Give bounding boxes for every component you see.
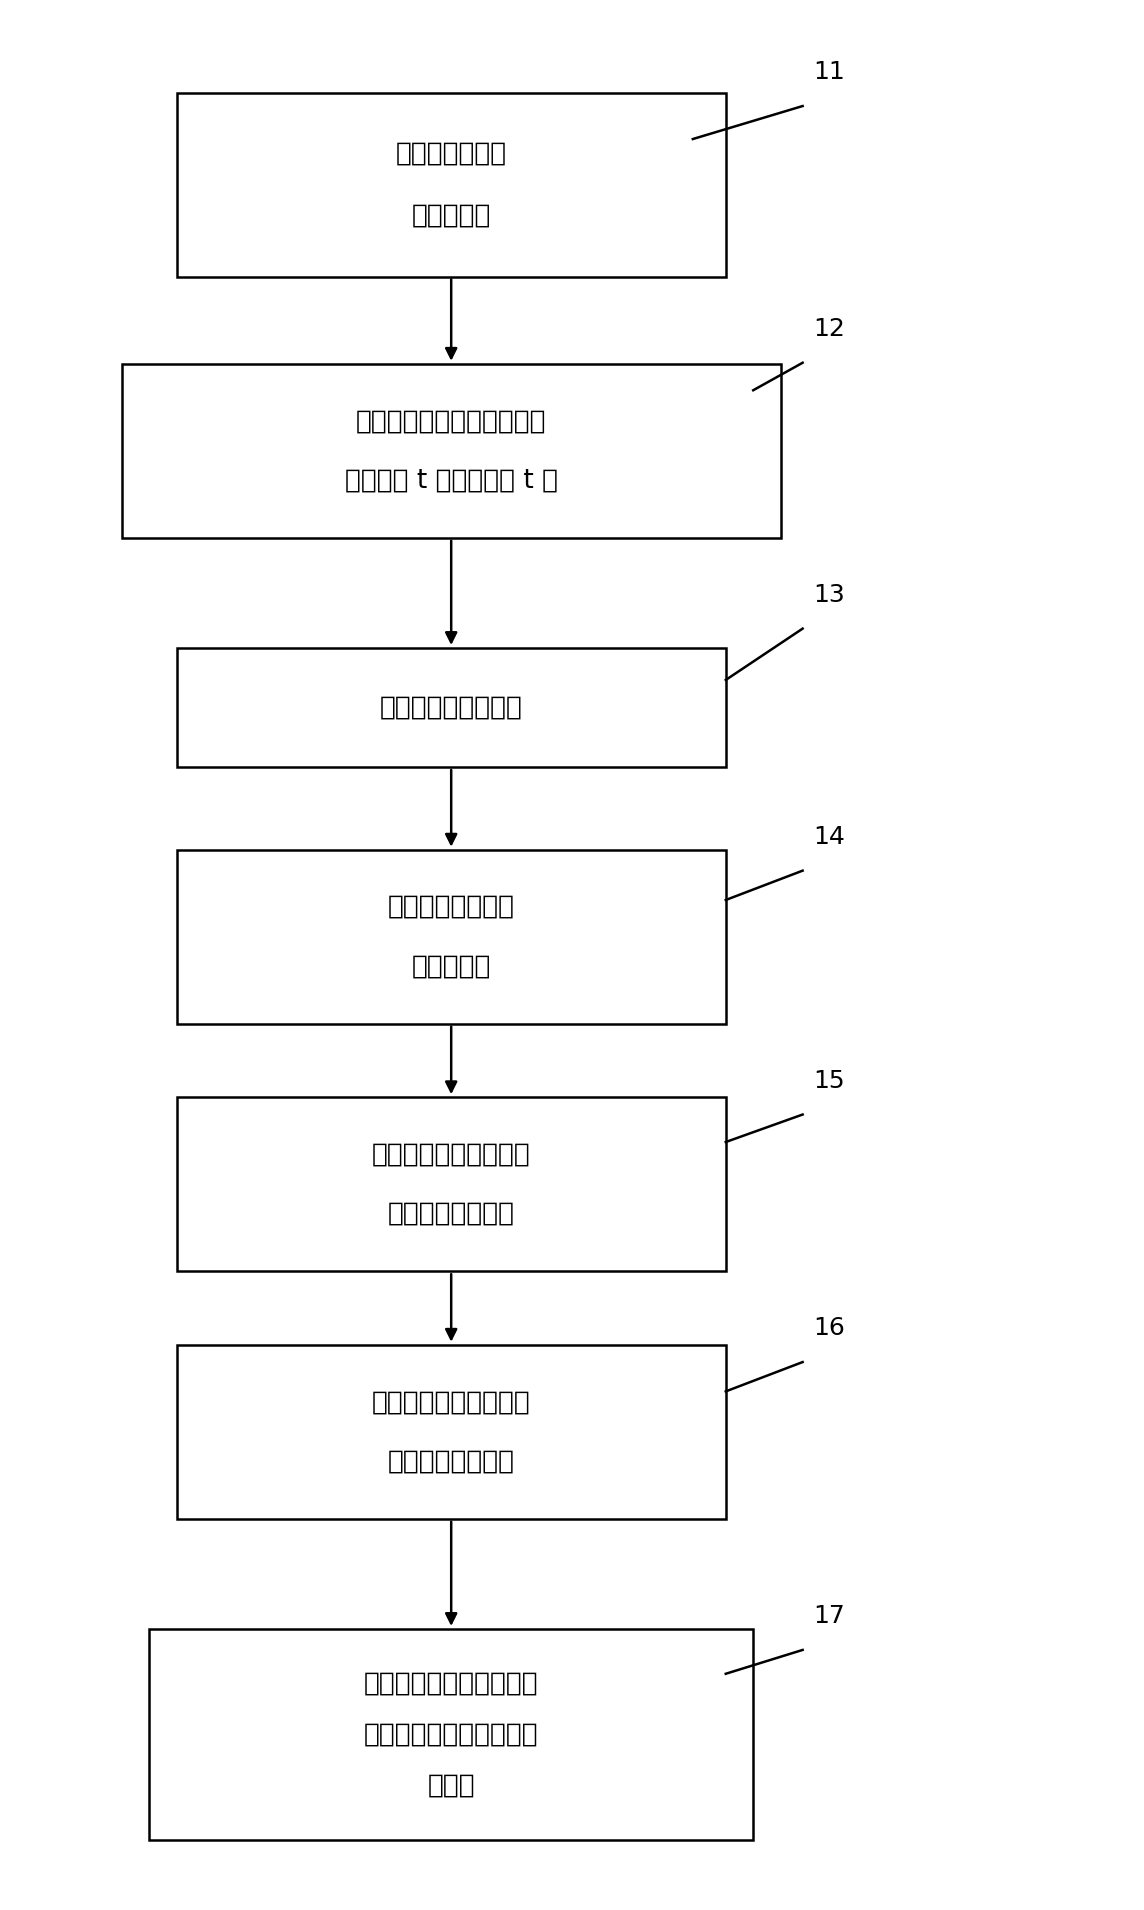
Text: 15: 15 [813,1068,845,1093]
Bar [176,850,725,1024]
Bar [176,1096,725,1272]
Text: 17: 17 [813,1604,845,1627]
Text: 基因表达值的奇: 基因表达值的奇 [396,141,507,166]
Bar [176,94,725,277]
Text: 的分布: 的分布 [428,1772,475,1799]
Text: 13: 13 [813,583,845,607]
Text: 计算在零假设下基因集合: 计算在零假设下基因集合 [364,1669,539,1696]
Text: 14: 14 [813,825,845,848]
Text: 11: 11 [813,59,845,84]
Text: 献率和下调贡献率: 献率和下调贡献率 [388,1448,515,1475]
Text: 异值的剔除: 异值的剔除 [412,202,491,229]
Text: 将数据作归一化处理: 将数据作归一化处理 [380,695,523,720]
Text: 计算每个基因的上调贡: 计算每个基因的上调贡 [372,1142,531,1167]
Bar [149,1629,753,1839]
Text: 上调贡献率和下调贡献率: 上调贡献率和下调贡献率 [364,1721,539,1748]
Text: 16: 16 [813,1316,845,1341]
Text: 过双样本 t 检验之后的 t 值: 过双样本 t 检验之后的 t 值 [344,468,557,493]
Text: 计算基因集合的上调贡: 计算基因集合的上调贡 [372,1389,531,1415]
Text: 计算基因集合中每个基因经: 计算基因集合中每个基因经 [356,409,547,434]
Text: 拟合表达变化率概: 拟合表达变化率概 [388,894,515,921]
Bar [176,647,725,768]
Text: 率密度分布: 率密度分布 [412,953,491,980]
Bar [121,363,780,539]
Text: 12: 12 [813,317,845,340]
Text: 献率和下调贡献率: 献率和下调贡献率 [388,1201,515,1226]
Bar [176,1345,725,1518]
